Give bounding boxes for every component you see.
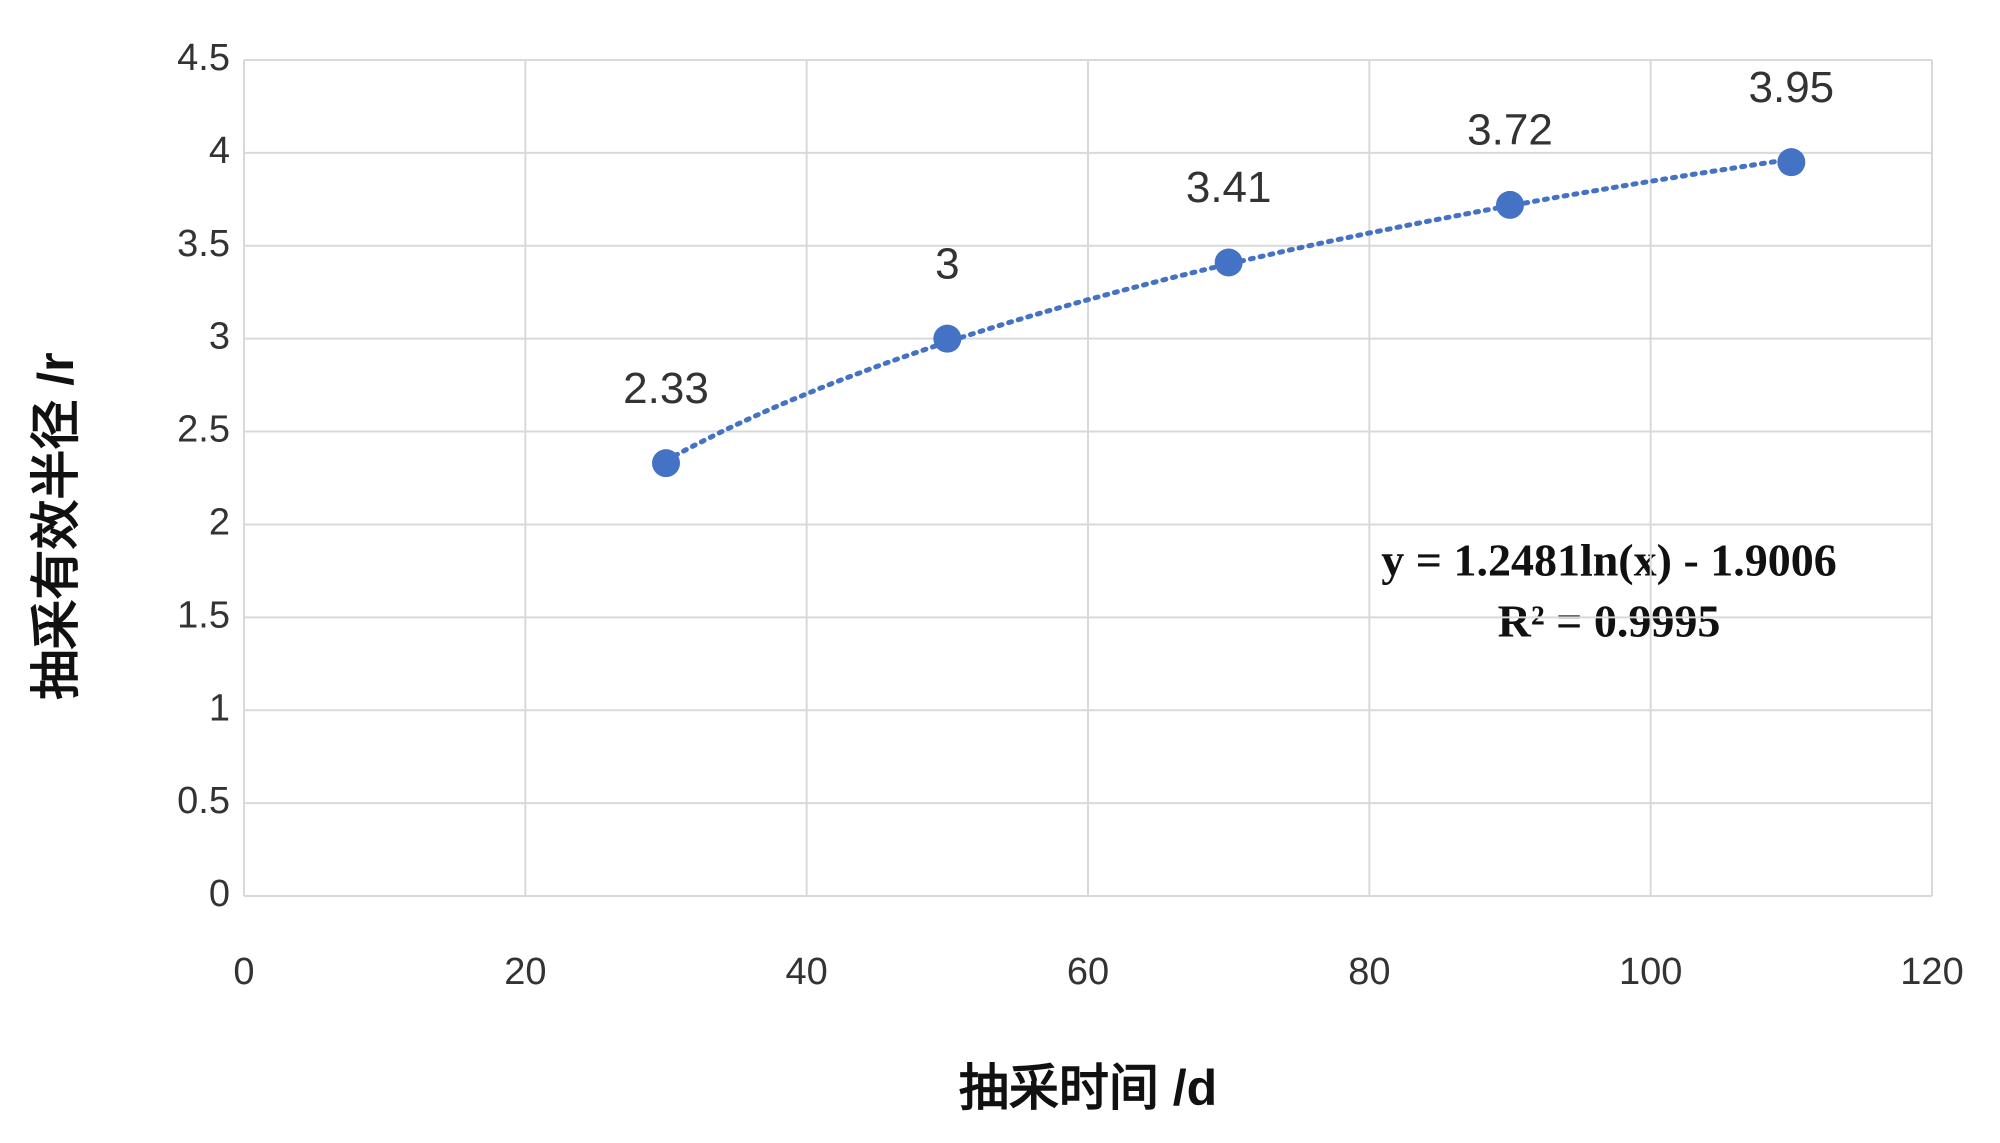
y-tick-label: 3 — [209, 316, 230, 358]
x-tick-label: 20 — [504, 951, 546, 993]
data-label: 3 — [935, 239, 959, 288]
y-tick-label: 2 — [209, 501, 230, 543]
x-tick-label: 80 — [1348, 951, 1390, 993]
y-tick-label: 1 — [209, 687, 230, 729]
y-tick-label: 3.5 — [177, 223, 230, 265]
x-tick-label: 100 — [1619, 951, 1682, 993]
data-label: 3.72 — [1467, 106, 1553, 155]
data-point — [1214, 248, 1243, 277]
y-tick-label: 1.5 — [177, 594, 230, 636]
y-tick-label: 4 — [209, 130, 230, 172]
y-tick-label: 0 — [209, 873, 230, 915]
x-tick-label: 60 — [1067, 951, 1109, 993]
x-tick-label: 40 — [786, 951, 828, 993]
x-tick-label: 120 — [1900, 951, 1963, 993]
y-tick-label: 4.5 — [177, 37, 230, 79]
data-point — [1496, 190, 1524, 219]
data-point — [933, 324, 962, 353]
data-label: 3.41 — [1186, 163, 1272, 212]
data-point — [652, 449, 680, 478]
trendline-equation: y = 1.2481ln(x) - 1.9006 — [1381, 535, 1837, 586]
data-label: 3.95 — [1749, 63, 1835, 112]
trendline-r-squared: R² = 0.9995 — [1498, 596, 1721, 647]
x-tick-label: 0 — [233, 951, 254, 993]
y-tick-label: 2.5 — [177, 409, 230, 451]
data-point — [1777, 148, 1806, 177]
y-axis-title: 抽采有效半径 /r — [28, 352, 84, 699]
data-label: 2.33 — [623, 364, 709, 413]
x-axis-title: 抽采时间 /d — [959, 1060, 1217, 1116]
y-tick-label: 0.5 — [177, 780, 230, 822]
